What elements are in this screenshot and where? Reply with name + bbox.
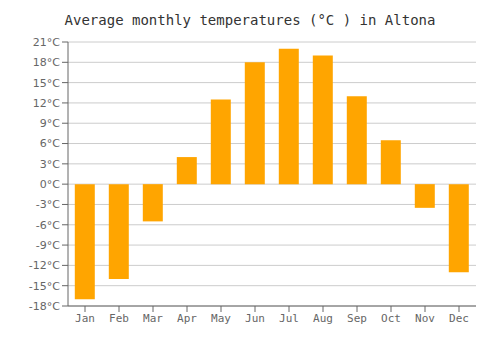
svg-text:-18°C: -18°C xyxy=(29,300,60,313)
svg-text:15°C: 15°C xyxy=(33,77,60,90)
svg-text:-6°C: -6°C xyxy=(36,219,60,232)
svg-text:0°C: 0°C xyxy=(40,178,60,191)
svg-text:-12°C: -12°C xyxy=(29,259,60,272)
svg-text:Sep: Sep xyxy=(347,312,367,325)
svg-text:-9°C: -9°C xyxy=(36,239,60,252)
svg-text:Apr: Apr xyxy=(177,312,197,325)
svg-text:Mar: Mar xyxy=(143,312,163,325)
svg-text:-15°C: -15°C xyxy=(29,280,60,293)
svg-text:Oct: Oct xyxy=(381,312,401,325)
svg-text:21°C: 21°C xyxy=(33,36,60,49)
svg-text:Feb: Feb xyxy=(109,312,129,325)
svg-text:18°C: 18°C xyxy=(33,56,60,69)
svg-text:Nov: Nov xyxy=(415,312,435,325)
svg-text:Jun: Jun xyxy=(245,312,265,325)
svg-text:6°C: 6°C xyxy=(40,137,60,150)
svg-text:9°C: 9°C xyxy=(40,117,60,130)
svg-text:May: May xyxy=(211,312,231,325)
svg-text:-3°C: -3°C xyxy=(36,198,60,211)
svg-text:Aug: Aug xyxy=(313,312,333,325)
svg-text:Dec: Dec xyxy=(449,312,469,325)
svg-text:Jan: Jan xyxy=(75,312,95,325)
html-text:Average monthly temperatures (: Average monthly temperatures (°C ) in Al… xyxy=(64,12,436,28)
svg-text:Jul: Jul xyxy=(279,312,299,325)
svg-text:12°C: 12°C xyxy=(33,97,60,110)
svg-text:3°C: 3°C xyxy=(40,158,60,171)
